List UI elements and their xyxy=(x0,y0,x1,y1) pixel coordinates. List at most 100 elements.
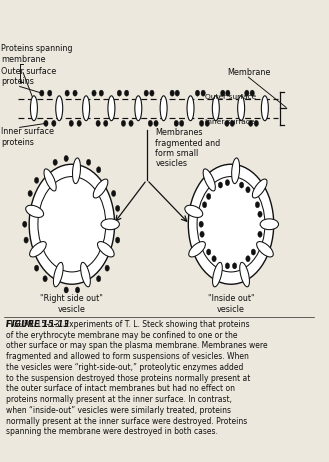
Ellipse shape xyxy=(83,96,89,121)
Circle shape xyxy=(99,90,103,96)
Circle shape xyxy=(117,90,121,96)
Circle shape xyxy=(48,90,52,96)
Circle shape xyxy=(23,221,27,227)
Circle shape xyxy=(75,287,80,293)
Circle shape xyxy=(226,90,230,96)
Ellipse shape xyxy=(44,169,56,191)
Ellipse shape xyxy=(97,242,114,257)
Text: Membrane: Membrane xyxy=(227,68,270,77)
Circle shape xyxy=(35,177,39,183)
Ellipse shape xyxy=(232,158,240,183)
Circle shape xyxy=(170,90,174,96)
Circle shape xyxy=(175,90,179,96)
Circle shape xyxy=(207,249,211,255)
Circle shape xyxy=(255,202,260,208)
Ellipse shape xyxy=(135,96,142,121)
Ellipse shape xyxy=(203,169,215,191)
Circle shape xyxy=(201,90,205,96)
Circle shape xyxy=(225,120,229,127)
Circle shape xyxy=(245,90,249,96)
Circle shape xyxy=(225,180,230,186)
Circle shape xyxy=(150,90,154,96)
Circle shape xyxy=(246,256,250,262)
Circle shape xyxy=(240,182,244,188)
Circle shape xyxy=(233,263,237,269)
Circle shape xyxy=(258,211,262,217)
Ellipse shape xyxy=(261,96,268,121)
Circle shape xyxy=(65,90,69,96)
Text: "Right side out"
vesicle: "Right side out" vesicle xyxy=(40,294,103,314)
Text: Inner surface: Inner surface xyxy=(205,119,254,125)
Circle shape xyxy=(52,120,56,127)
Circle shape xyxy=(250,90,254,96)
Text: Proteins spanning
membrane: Proteins spanning membrane xyxy=(1,44,73,64)
Circle shape xyxy=(195,90,200,96)
Circle shape xyxy=(87,159,91,165)
Text: "Inside out"
vesicle: "Inside out" vesicle xyxy=(208,294,254,314)
Text: Outer surface: Outer surface xyxy=(205,94,256,100)
Circle shape xyxy=(64,287,68,293)
Ellipse shape xyxy=(56,96,63,121)
Ellipse shape xyxy=(160,96,167,121)
Circle shape xyxy=(115,237,120,243)
Circle shape xyxy=(258,231,262,237)
Circle shape xyxy=(225,263,230,269)
Circle shape xyxy=(38,176,106,272)
Circle shape xyxy=(248,120,253,127)
Ellipse shape xyxy=(185,205,203,218)
Circle shape xyxy=(246,187,250,193)
Ellipse shape xyxy=(213,262,222,287)
Circle shape xyxy=(199,221,203,227)
Circle shape xyxy=(28,190,32,196)
Circle shape xyxy=(121,120,126,127)
Circle shape xyxy=(96,120,100,127)
Circle shape xyxy=(154,120,158,127)
Circle shape xyxy=(104,120,108,127)
Ellipse shape xyxy=(260,219,279,230)
Circle shape xyxy=(29,164,114,284)
Text: Inner surface
proteins: Inner surface proteins xyxy=(1,128,54,147)
Ellipse shape xyxy=(30,242,46,257)
Ellipse shape xyxy=(238,96,245,121)
Circle shape xyxy=(43,276,47,282)
Ellipse shape xyxy=(187,96,194,121)
Circle shape xyxy=(212,256,216,262)
Circle shape xyxy=(73,90,77,96)
Ellipse shape xyxy=(108,96,115,121)
Circle shape xyxy=(199,120,204,127)
Circle shape xyxy=(251,249,256,255)
Text: FIGURE 15–13: FIGURE 15–13 xyxy=(6,320,69,329)
Ellipse shape xyxy=(240,262,249,287)
Circle shape xyxy=(254,120,259,127)
Circle shape xyxy=(96,276,101,282)
Circle shape xyxy=(44,120,48,127)
Circle shape xyxy=(64,156,68,162)
Ellipse shape xyxy=(26,205,44,218)
Ellipse shape xyxy=(257,242,273,257)
Circle shape xyxy=(92,90,96,96)
Circle shape xyxy=(207,194,211,200)
Ellipse shape xyxy=(93,179,108,198)
Ellipse shape xyxy=(101,219,119,230)
Circle shape xyxy=(218,182,223,188)
Ellipse shape xyxy=(189,242,205,257)
Circle shape xyxy=(144,90,148,96)
Ellipse shape xyxy=(53,262,63,287)
Circle shape xyxy=(188,164,274,284)
Circle shape xyxy=(112,190,116,196)
Circle shape xyxy=(124,90,129,96)
Circle shape xyxy=(174,120,178,127)
Circle shape xyxy=(96,167,101,173)
Circle shape xyxy=(129,120,133,127)
Circle shape xyxy=(77,120,81,127)
Circle shape xyxy=(200,231,204,237)
Ellipse shape xyxy=(72,158,81,183)
Ellipse shape xyxy=(252,179,267,198)
Circle shape xyxy=(115,206,120,212)
Circle shape xyxy=(180,120,184,127)
Ellipse shape xyxy=(31,96,38,121)
Circle shape xyxy=(230,120,235,127)
Text: FIGURE 15–13  Experiments of T. L. Steck showing that proteins
of the erythrocyt: FIGURE 15–13 Experiments of T. L. Steck … xyxy=(6,320,268,436)
Ellipse shape xyxy=(212,96,219,121)
Circle shape xyxy=(105,265,109,271)
